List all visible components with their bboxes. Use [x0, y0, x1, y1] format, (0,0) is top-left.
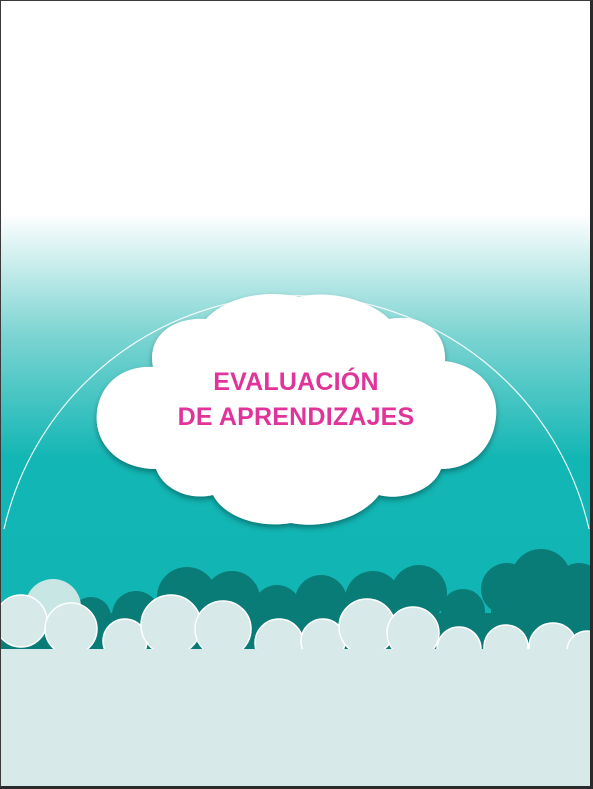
- title-cloud: [96, 293, 497, 525]
- light-cloud-base: [1, 649, 590, 786]
- cover-title: EVALUACIÓN DE APRENDIZAJES: [96, 365, 496, 435]
- cover-title-line-1: EVALUACIÓN: [213, 368, 379, 396]
- horizon-arc: [3, 295, 590, 530]
- cover-title-line-2: DE APRENDIZAJES: [177, 403, 415, 431]
